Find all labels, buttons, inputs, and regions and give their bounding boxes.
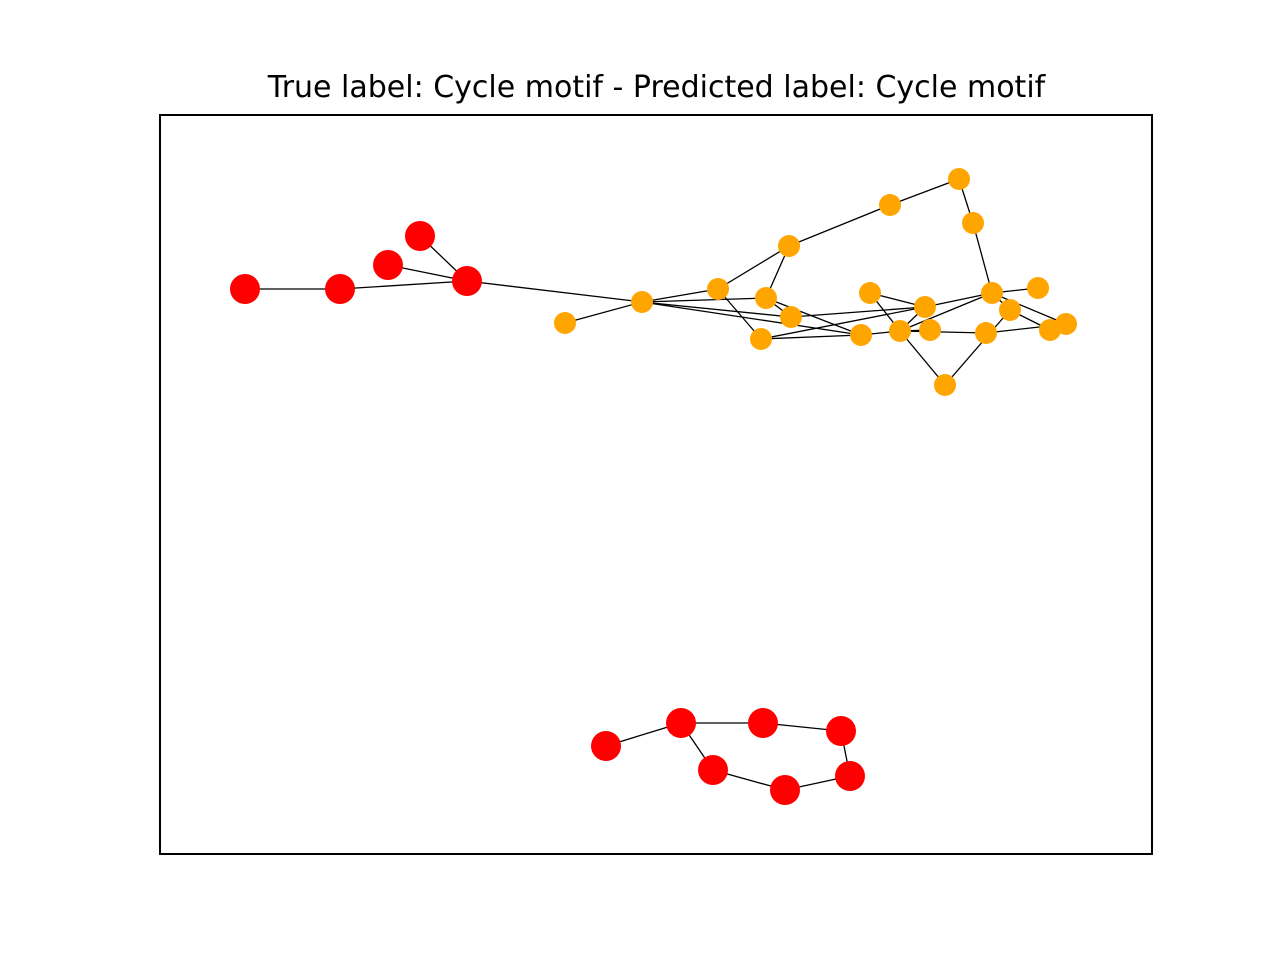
graph-edge-o12-o13: [899, 292, 993, 332]
graph-edge-o7-o9: [889, 178, 960, 206]
base-node-o22: [919, 319, 941, 341]
base-node-o7: [879, 194, 901, 216]
base-node-o3: [707, 278, 729, 300]
base-node-o19: [934, 374, 956, 396]
motif-node-r6: [591, 731, 621, 761]
graph-edge-r5-o2: [466, 280, 643, 303]
nodes-layer: [230, 168, 1077, 805]
base-node-o1: [554, 312, 576, 334]
base-node-o8: [780, 306, 802, 328]
graph-edge-o8-o14: [790, 306, 926, 318]
base-node-o21: [1039, 319, 1061, 341]
base-node-o5: [755, 287, 777, 309]
graph-edge-o1-o2: [564, 301, 643, 324]
graph-edge-o20-o19: [944, 309, 1011, 386]
motif-node-r10: [698, 755, 728, 785]
base-node-o9: [948, 168, 970, 190]
base-node-o6: [750, 328, 772, 350]
figure-title: True label: Cycle motif - Predicted labe…: [267, 70, 1046, 105]
motif-node-r7: [666, 708, 696, 738]
graph-edge-o2-o5: [641, 297, 767, 303]
motif-node-r2: [325, 274, 355, 304]
motif-node-r5: [452, 266, 482, 296]
motif-node-r3: [373, 250, 403, 280]
graph-edge-o2-o3: [641, 288, 719, 303]
edges-layer: [245, 178, 1067, 791]
base-node-o18: [859, 282, 881, 304]
graph-edge-o2-o10: [641, 301, 862, 336]
graph-edge-o16-o12: [991, 292, 1067, 325]
motif-node-r4: [405, 221, 435, 251]
base-node-o12: [981, 282, 1003, 304]
base-node-o17: [1027, 277, 1049, 299]
graph-edge-o6-o14: [760, 306, 926, 340]
base-node-o4: [778, 235, 800, 257]
motif-node-r9: [826, 716, 856, 746]
graph-edge-o6-o10: [760, 334, 862, 340]
base-node-o13: [889, 320, 911, 342]
graph-edge-o3-o4: [717, 245, 790, 290]
base-node-o10: [850, 324, 872, 346]
graph-edge-o14-o12: [924, 292, 993, 308]
graph-edge-o13-o15: [899, 330, 987, 334]
plot-frame: [159, 114, 1153, 855]
graph-edge-o11-o12: [972, 222, 993, 294]
motif-node-r1: [230, 274, 260, 304]
graph-edge-o4-o7: [788, 204, 891, 247]
base-node-o20: [999, 299, 1021, 321]
base-node-o14: [914, 296, 936, 318]
base-node-o15: [975, 322, 997, 344]
motif-node-r12: [770, 775, 800, 805]
graph-edge-r2-r5: [339, 280, 468, 290]
base-node-o11: [962, 212, 984, 234]
motif-node-r11: [835, 761, 865, 791]
graph-edge-o5-o10: [765, 297, 862, 336]
graph-edge-o13-o19: [899, 330, 946, 386]
base-node-o2: [631, 291, 653, 313]
motif-node-r8: [748, 708, 778, 738]
graph-edge-o2-o8: [641, 301, 792, 318]
